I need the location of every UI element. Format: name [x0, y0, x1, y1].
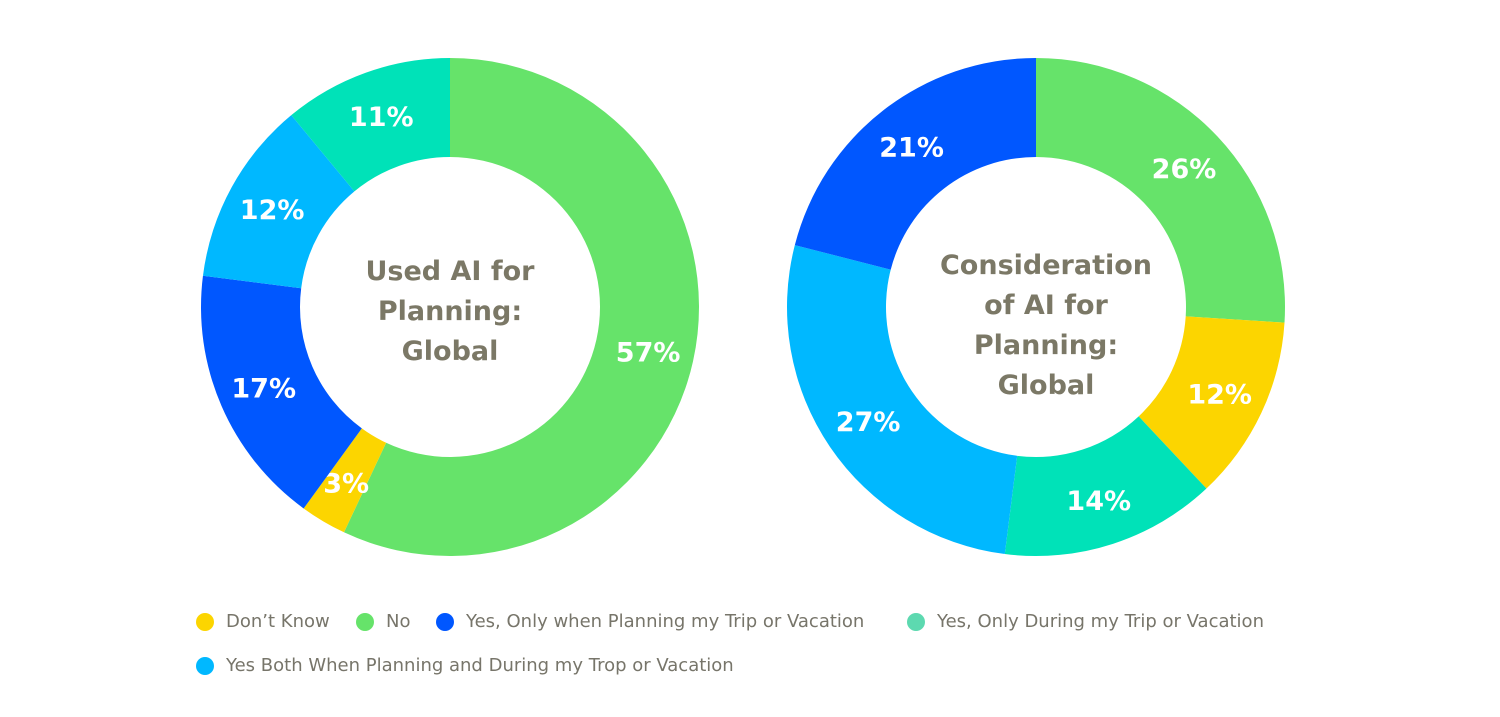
- donut-1-slice-no: [343, 58, 699, 556]
- donut-1-slice-dont_know: [303, 428, 387, 533]
- donut-2-slice-during: [1004, 416, 1207, 556]
- donut-2-label-during: 14%: [1066, 486, 1131, 517]
- donut-1-label-no: 57%: [616, 337, 681, 368]
- legend-label: Yes Both When Planning and During my Tro…: [226, 655, 734, 676]
- legend-label: Don’t Know: [226, 611, 330, 632]
- legend-swatch: [907, 612, 925, 631]
- legend-no: No: [356, 611, 410, 632]
- legend-swatch: [196, 656, 214, 675]
- legend-label: Yes, Only when Planning my Trip or Vacat…: [466, 611, 865, 632]
- donut-1-title: Used AI for Planning: Global: [365, 256, 535, 367]
- donut-2-label-no: 26%: [1152, 154, 1217, 185]
- legend-planning: Yes, Only when Planning my Trip or Vacat…: [436, 611, 864, 632]
- donut-1-label-planning: 17%: [231, 374, 296, 405]
- donut-1-label-dont_know: 3%: [323, 469, 369, 500]
- donut-1-slice-planning: [201, 275, 362, 509]
- donut-2-slice-both: [787, 245, 1018, 555]
- donut-2-label-both: 27%: [836, 407, 901, 438]
- legend-swatch: [196, 612, 214, 631]
- donut-2-slice-no: [1036, 58, 1285, 323]
- legend-label: Yes, Only During my Trip or Vacation: [937, 611, 1264, 632]
- donut-2-label-planning: 21%: [879, 133, 944, 164]
- legend-during: Yes, Only During my Trip or Vacation: [907, 611, 1264, 632]
- donut-2-slice-dont_know: [1138, 316, 1285, 489]
- donut-1-slice-during: [291, 58, 450, 192]
- donut-2-label-dont_know: 12%: [1187, 379, 1252, 410]
- donut-2-title: Consideration of AI for Planning: Global: [939, 250, 1153, 401]
- legend-both: Yes Both When Planning and During my Tro…: [196, 655, 734, 676]
- legend-swatch: [436, 612, 454, 631]
- legend-label: No: [386, 611, 411, 632]
- donut-1-label-during: 11%: [349, 102, 414, 133]
- donut-1-label-both: 12%: [240, 195, 305, 226]
- donut-1-slice-both: [202, 115, 355, 289]
- legend-dont-know: Don’t Know: [196, 611, 330, 632]
- donut-2-slice-planning: [794, 58, 1036, 270]
- legend-swatch: [356, 612, 374, 631]
